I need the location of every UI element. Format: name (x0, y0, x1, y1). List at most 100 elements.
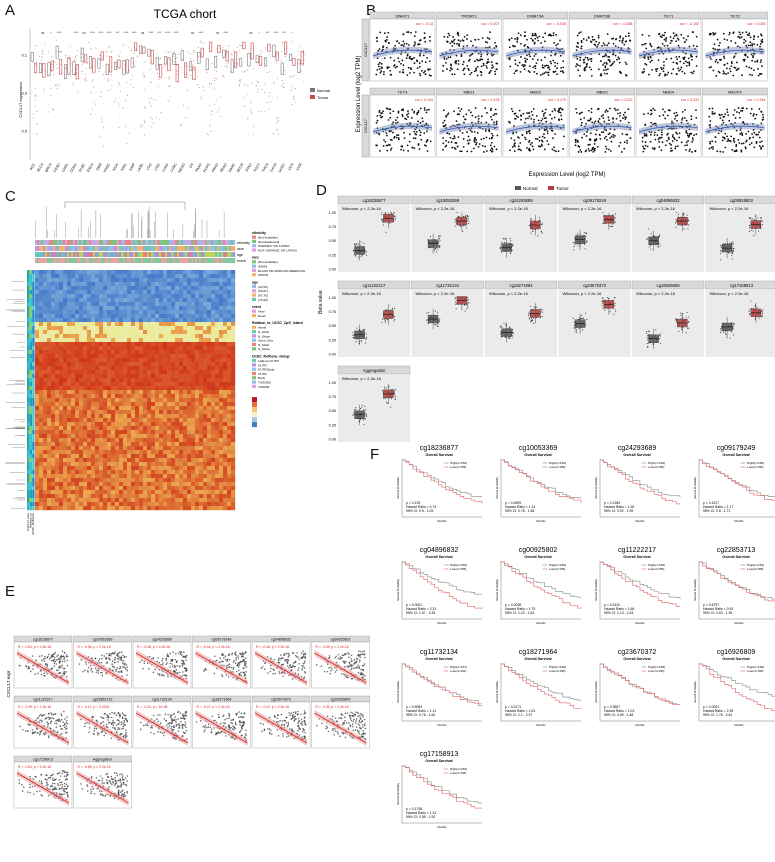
panel-b-point (531, 34, 534, 37)
panel-c-heatmap-cell (115, 314, 120, 319)
panel-c-annotation-cell (53, 246, 56, 251)
panel-c-heatmap-cell (215, 346, 220, 351)
panel-c-heatmap-cell (83, 278, 88, 283)
panel-b-point (451, 41, 454, 44)
panel-c-heatmap-cell (51, 430, 56, 435)
panel-a-point (291, 40, 294, 43)
panel-b-point (405, 42, 408, 45)
panel-c-annotation-cell (217, 258, 220, 263)
panel-b-point (495, 68, 498, 71)
panel-c-heatmap-cell (211, 282, 216, 287)
panel-b-facet-stat: cor = 0.478 (481, 98, 499, 102)
panel-b-point (596, 145, 599, 148)
panel-b-point (651, 69, 654, 71)
panel-a-point (276, 97, 278, 99)
panel-c-heatmap-cell (35, 366, 40, 371)
panel-c-heatmap-cell (103, 414, 108, 419)
panel-a-xtick-label: KICH (112, 162, 120, 172)
panel-b-point (385, 107, 388, 110)
panel-c-heatmap-cell (63, 390, 68, 395)
panel-b-point (723, 63, 726, 66)
panel-c-annotation-cell (65, 252, 68, 257)
panel-c-heatmap-cell (151, 298, 156, 303)
panel-c-heatmap-cell (231, 346, 236, 351)
panel-c-heatmap-cell (191, 422, 196, 427)
panel-c-heatmap-cell (71, 326, 76, 331)
panel-b-point (550, 117, 553, 120)
panel-c-heatmap-cell (67, 374, 72, 379)
panel-c-annotation-cell (153, 240, 156, 245)
panel-a-ytick-label: 0.1 (21, 53, 27, 58)
panel-b-point (604, 111, 607, 113)
panel-b-point (677, 67, 680, 70)
panel-b-point (590, 57, 593, 60)
panel-c-heatmap-cell (163, 338, 168, 343)
panel-b-point (595, 40, 598, 43)
panel-c-heatmap-cell (131, 302, 136, 307)
panel-c-heatmap-cell (215, 318, 220, 323)
panel-b-point (484, 145, 487, 148)
panel-c-heatmap-cell (115, 382, 120, 387)
panel-b-point (392, 110, 395, 113)
panel-b-point (514, 45, 516, 47)
panel-b-point (642, 145, 644, 148)
panel-c-heatmap-cell (59, 338, 64, 343)
panel-b-point (669, 150, 672, 152)
panel-c-heatmap-cell (75, 402, 80, 407)
panel-c-heatmap-cell (211, 270, 216, 275)
panel-b-point (688, 45, 691, 48)
panel-c-heatmap-cell (55, 334, 60, 339)
panel-c-heatmap-cell (195, 334, 200, 339)
panel-c-heatmap-cell (163, 382, 168, 387)
panel-b-point (457, 136, 460, 139)
panel-c-annotation-cell (213, 252, 216, 257)
panel-b-point (757, 74, 760, 77)
panel-b-point (590, 74, 593, 77)
panel-b-point (753, 146, 756, 149)
panel-a-point (168, 101, 170, 103)
panel-b-point (695, 133, 698, 136)
panel-c-annotation-cell (79, 252, 82, 257)
panel-c-heatmap-cell (71, 362, 76, 367)
panel-c-heatmap-cell (55, 354, 60, 359)
panel-c-heatmap-cell (139, 394, 144, 399)
panel-b-point (725, 73, 728, 76)
panel-b-point (665, 40, 667, 42)
panel-c-heatmap-cell (143, 338, 148, 343)
panel-c-annotation-cell (65, 240, 68, 245)
panel-b-point (758, 108, 761, 110)
panel-c-heatmap-cell (111, 318, 116, 323)
panel-c-annotation-cell (81, 252, 84, 257)
panel-a-point (56, 63, 58, 66)
panel-c-heatmap-cell (151, 394, 156, 399)
panel-a-point (280, 59, 282, 61)
panel-c-heatmap-cell (75, 430, 80, 435)
panel-c-heatmap-cell (195, 278, 200, 283)
panel-c-heatmap-cell (147, 334, 152, 339)
panel-c-heatmap-cell (39, 286, 44, 291)
panel-c-heatmap-cell (51, 362, 56, 367)
panel-c-heatmap-cell (75, 378, 80, 383)
panel-c-heatmap-cell (167, 374, 172, 379)
panel-c-heatmap-cell (91, 406, 96, 411)
panel-b-point (407, 115, 409, 118)
panel-c-heatmap-cell (223, 418, 228, 423)
panel-c-heatmap-cell (199, 370, 204, 375)
panel-c-annotation-cell (67, 240, 70, 245)
panel-b-point (549, 60, 552, 63)
panel-b-point (760, 146, 762, 149)
panel-b-ci-band (506, 46, 565, 59)
panel-b-point (425, 141, 428, 143)
panel-c-annotation-cell (125, 240, 128, 245)
panel-c-heatmap-cell (207, 338, 212, 343)
panel-c-heatmap-cell (91, 346, 96, 351)
panel-b-point (718, 44, 720, 47)
panel-c-heatmap-cell (215, 294, 220, 299)
panel-b-point (761, 65, 763, 68)
panel-c-heatmap-cell (155, 310, 160, 315)
panel-c-heatmap-cell (91, 306, 96, 311)
panel-b-point (684, 108, 686, 111)
panel-c-heatmap-cell (171, 362, 176, 367)
panel-b-point (740, 149, 743, 152)
panel-b-point (675, 56, 678, 58)
